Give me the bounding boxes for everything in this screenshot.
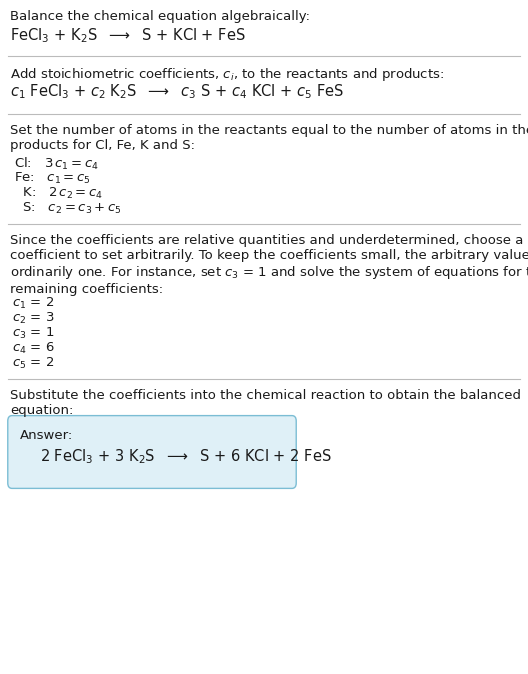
Text: FeCl$_3$ + K$_2$S  $\longrightarrow$  S + KCl + FeS: FeCl$_3$ + K$_2$S $\longrightarrow$ S + … [10, 26, 246, 44]
Text: Substitute the coefficients into the chemical reaction to obtain the balanced
eq: Substitute the coefficients into the che… [10, 389, 521, 417]
Text: Since the coefficients are relative quantities and underdetermined, choose a
coe: Since the coefficients are relative quan… [10, 234, 528, 297]
Text: $c_1$ FeCl$_3$ + $c_2$ K$_2$S  $\longrightarrow$  $c_3$ S + $c_4$ KCl + $c_5$ Fe: $c_1$ FeCl$_3$ + $c_2$ K$_2$S $\longrigh… [10, 82, 344, 100]
Text: $c_3$ = 1: $c_3$ = 1 [12, 326, 54, 341]
Text: K:   $2\,c_2 = c_4$: K: $2\,c_2 = c_4$ [14, 186, 103, 201]
Text: Fe:   $c_1 = c_5$: Fe: $c_1 = c_5$ [14, 171, 91, 186]
Text: $c_1$ = 2: $c_1$ = 2 [12, 296, 54, 311]
Text: $c_5$ = 2: $c_5$ = 2 [12, 356, 54, 371]
Text: 2 FeCl$_3$ + 3 K$_2$S  $\longrightarrow$  S + 6 KCl + 2 FeS: 2 FeCl$_3$ + 3 K$_2$S $\longrightarrow$ … [40, 447, 332, 466]
Text: Cl:   $3\,c_1 = c_4$: Cl: $3\,c_1 = c_4$ [14, 156, 99, 172]
Text: Set the number of atoms in the reactants equal to the number of atoms in the
pro: Set the number of atoms in the reactants… [10, 124, 528, 152]
Text: Add stoichiometric coefficients, $c_i$, to the reactants and products:: Add stoichiometric coefficients, $c_i$, … [10, 66, 444, 83]
Text: $c_2$ = 3: $c_2$ = 3 [12, 311, 54, 326]
Text: $c_4$ = 6: $c_4$ = 6 [12, 341, 54, 356]
Text: Answer:: Answer: [20, 429, 73, 442]
Text: S:   $c_2 = c_3 + c_5$: S: $c_2 = c_3 + c_5$ [14, 201, 122, 216]
Text: Balance the chemical equation algebraically:: Balance the chemical equation algebraica… [10, 10, 310, 23]
